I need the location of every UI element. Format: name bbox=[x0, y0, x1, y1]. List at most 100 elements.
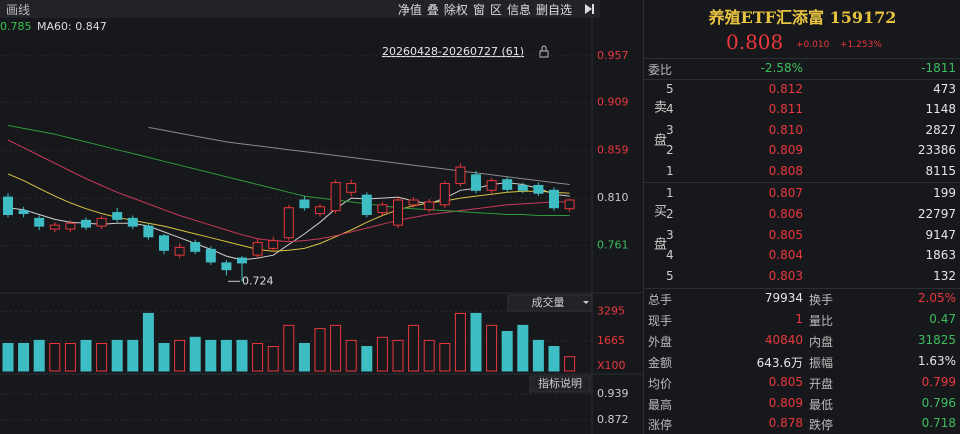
book-row: 3 0.810 2827 bbox=[644, 121, 960, 141]
lock-icon bbox=[539, 45, 549, 58]
volume-bar bbox=[314, 327, 326, 372]
candle-body bbox=[455, 166, 466, 185]
level: 3 bbox=[666, 227, 674, 242]
draw-button[interactable]: 画线 bbox=[6, 3, 31, 17]
y-tick-label: 0.872 bbox=[597, 413, 629, 426]
indicator-name: 成交量 bbox=[532, 295, 565, 309]
stat-label: 振幅 bbox=[809, 355, 834, 370]
volume: 1148 bbox=[925, 102, 956, 117]
candle-body bbox=[143, 225, 154, 238]
separator bbox=[644, 79, 960, 80]
candle-body bbox=[252, 242, 263, 256]
volume-bar bbox=[283, 324, 295, 372]
candle-body bbox=[49, 224, 60, 230]
toolbar-button[interactable]: 叠 bbox=[426, 3, 439, 17]
volume: 199 bbox=[933, 186, 956, 200]
volume: 132 bbox=[933, 269, 956, 284]
chart: 0.785 MA60: 0.847 20260428-20260727 (61)… bbox=[0, 18, 643, 434]
ratio-pct: -2.58% bbox=[760, 61, 803, 75]
indicator-help[interactable] bbox=[529, 375, 591, 393]
volume-bar bbox=[80, 339, 92, 372]
book-row: 4 0.804 1863 bbox=[644, 246, 960, 266]
candle-body bbox=[205, 248, 216, 263]
volume-bar bbox=[127, 339, 139, 372]
y-tick-label: 1665 bbox=[597, 334, 625, 347]
level: 1 bbox=[666, 163, 674, 178]
volume-bar bbox=[174, 339, 186, 372]
candle-body bbox=[81, 219, 91, 228]
stat-value: 0.799 bbox=[921, 374, 956, 389]
stat-value: 79934 bbox=[764, 291, 803, 305]
stat-row: 金额 643.6万 振幅 1.63% bbox=[644, 352, 960, 372]
volume-bar bbox=[189, 336, 201, 372]
stat-value: 2.05% bbox=[917, 291, 956, 305]
range-label[interactable]: 20260428-20260727 (61) bbox=[382, 45, 524, 58]
volume-bar bbox=[33, 339, 45, 372]
volume-bar bbox=[532, 339, 544, 372]
price: 0.807 bbox=[768, 186, 803, 200]
volume-bar bbox=[252, 342, 264, 372]
ma-line bbox=[7, 139, 570, 243]
level: 4 bbox=[666, 102, 674, 117]
level: 4 bbox=[666, 248, 674, 263]
candle-body bbox=[127, 217, 138, 227]
volume-bar bbox=[18, 342, 30, 372]
volume-bar bbox=[439, 342, 451, 372]
candle-body bbox=[221, 262, 232, 271]
play-icon[interactable] bbox=[582, 2, 596, 16]
price: 0.810 bbox=[768, 122, 803, 137]
candle-body bbox=[564, 199, 575, 210]
candle-body bbox=[408, 199, 419, 206]
candle-body bbox=[346, 183, 357, 193]
candle-body bbox=[315, 206, 325, 215]
candle-body bbox=[486, 180, 497, 191]
price: 0.803 bbox=[768, 269, 803, 284]
volume-bar bbox=[548, 346, 560, 372]
volume-bar bbox=[111, 339, 123, 372]
toolbar-button[interactable]: 窗 bbox=[472, 3, 485, 17]
stat-row: 现手 1 量比 0.47 bbox=[644, 310, 960, 330]
candle-body bbox=[533, 184, 544, 194]
candle-body bbox=[330, 182, 341, 212]
stat-label: 最低 bbox=[809, 397, 834, 412]
min-label: 0.724 bbox=[242, 274, 274, 287]
y-tick-label: 0.909 bbox=[597, 95, 629, 108]
price: 0.806 bbox=[768, 206, 803, 221]
candle-body bbox=[237, 257, 247, 264]
candle-body bbox=[393, 199, 403, 226]
candle-body bbox=[190, 242, 201, 252]
candle-body bbox=[96, 217, 107, 227]
stat-value: 643.6万 bbox=[756, 355, 803, 370]
toolbar-button[interactable]: 区 bbox=[489, 3, 502, 17]
ask-side: 卖盘 bbox=[651, 100, 666, 166]
book-row: 1 0.807 199 bbox=[644, 184, 960, 204]
quote-panel: 养殖ETF汇添富 159172 0.808 +0.010 +1.253% 委比 … bbox=[643, 0, 960, 434]
volume-bar bbox=[470, 312, 482, 372]
dropdown-arrow bbox=[583, 301, 589, 304]
volume-bar bbox=[345, 339, 357, 372]
y-tick-label: 0.957 bbox=[597, 49, 629, 62]
ma-line bbox=[7, 173, 570, 252]
y-tick-label: 0.810 bbox=[597, 191, 629, 204]
volume-bar bbox=[376, 336, 388, 372]
stat-row: 涨停 0.878 跌停 0.718 bbox=[644, 414, 960, 434]
toolbar-button[interactable]: 删自选 bbox=[535, 3, 572, 17]
y-tick-label: 3295 bbox=[597, 304, 625, 317]
toolbar-button[interactable]: 信息 bbox=[506, 3, 531, 17]
stat-value: 0.796 bbox=[921, 395, 956, 410]
candle-body bbox=[517, 184, 528, 191]
toolbar-button[interactable]: 除权 bbox=[443, 3, 468, 17]
level: 5 bbox=[666, 82, 674, 96]
toolbar-button[interactable]: 净值 bbox=[397, 3, 422, 17]
level: 2 bbox=[666, 206, 674, 221]
stat-row: 总手 79934 换手 2.05% bbox=[644, 289, 960, 309]
y-tick-label: 0.939 bbox=[597, 387, 629, 400]
stat-label: 均价 bbox=[648, 376, 673, 391]
stat-label: 内盘 bbox=[809, 334, 834, 349]
price: 0.805 bbox=[768, 227, 803, 242]
stat-value: 0.805 bbox=[768, 374, 803, 389]
level: 5 bbox=[666, 269, 674, 284]
stat-value: 31825 bbox=[917, 332, 956, 347]
volume-bar bbox=[64, 342, 76, 372]
